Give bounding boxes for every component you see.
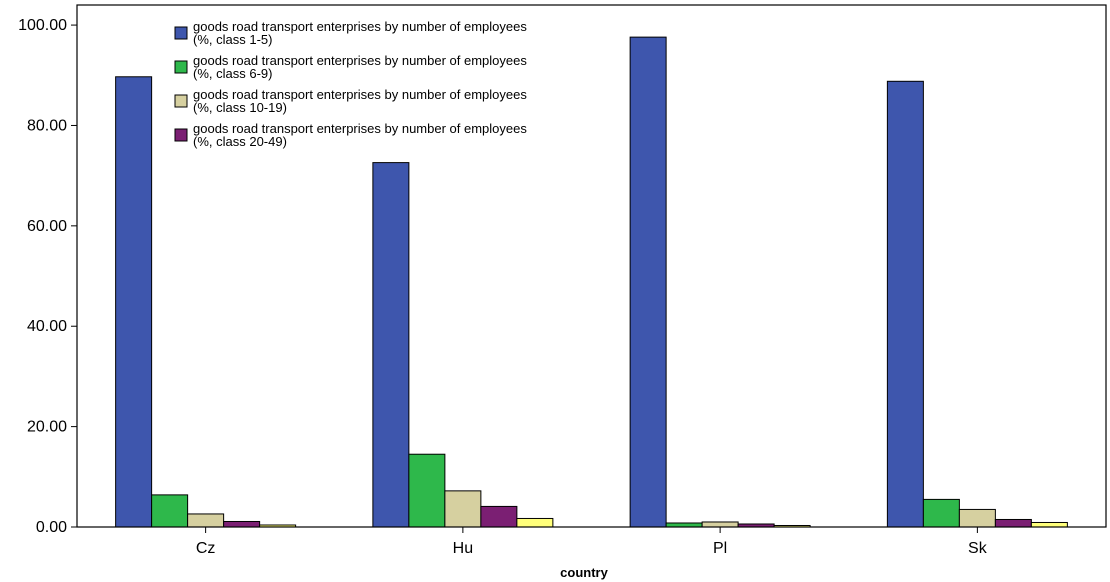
bar-cz-series-3: [187, 513, 225, 528]
bar-pl-series-1: [629, 36, 667, 528]
legend-label-detail: (%, class 1-5): [193, 32, 272, 47]
legend-swatch: [174, 94, 188, 108]
legend-swatch: [174, 26, 188, 40]
y-tick-label: 100.00: [18, 17, 67, 34]
legend-label: goods road transport enterprises by numb…: [193, 53, 527, 68]
bar-cz-series-1: [115, 76, 153, 528]
legend-label-detail: (%, class 10-19): [193, 100, 287, 115]
bar-sk-series-4: [994, 518, 1032, 528]
legend-label-detail: (%, class 20-49): [193, 134, 287, 149]
legend-label-detail: (%, class 6-9): [193, 66, 272, 81]
legend-swatch: [174, 128, 188, 142]
bar-hu-series-2: [408, 453, 446, 528]
bar-cz-series-4: [223, 520, 261, 528]
bar-pl-series-2: [665, 522, 703, 528]
x-axis: Cz Hu Pl Sk: [196, 527, 988, 557]
bar-hu-series-4: [480, 505, 518, 528]
y-tick-label: 0.00: [36, 519, 67, 536]
bars-group: [115, 36, 1068, 528]
bar-hu-series-1: [372, 162, 410, 528]
plot-frame: [76, 4, 1107, 528]
legend: goods road transport enterprises by numb…: [174, 19, 527, 149]
y-tick-label: 80.00: [27, 117, 67, 134]
x-tick-label: Cz: [196, 540, 216, 557]
y-tick-label: 20.00: [27, 419, 67, 436]
y-axis: 0.00 20.00 40.00 60.00 80.00 100.00: [18, 17, 77, 536]
bar-hu-series-3: [444, 490, 482, 528]
x-axis-title: country: [560, 565, 608, 580]
legend-label: goods road transport enterprises by numb…: [193, 19, 527, 34]
x-tick-label: Sk: [968, 540, 988, 557]
legend-label: goods road transport enterprises by numb…: [193, 87, 527, 102]
bar-pl-series-3: [701, 521, 739, 528]
bar-sk-series-1: [886, 80, 924, 528]
y-tick-label: 60.00: [27, 218, 67, 235]
legend-swatch: [174, 60, 188, 74]
bar-sk-series-3: [958, 508, 996, 528]
bar-sk-series-5: [1030, 521, 1068, 528]
bar-cz-series-2: [151, 494, 189, 528]
legend-label: goods road transport enterprises by numb…: [193, 121, 527, 136]
x-tick-label: Pl: [713, 540, 727, 557]
x-tick-label: Hu: [453, 540, 473, 557]
bar-sk-series-2: [922, 498, 960, 528]
y-tick-label: 40.00: [27, 318, 67, 335]
bar-hu-series-5: [516, 517, 554, 528]
